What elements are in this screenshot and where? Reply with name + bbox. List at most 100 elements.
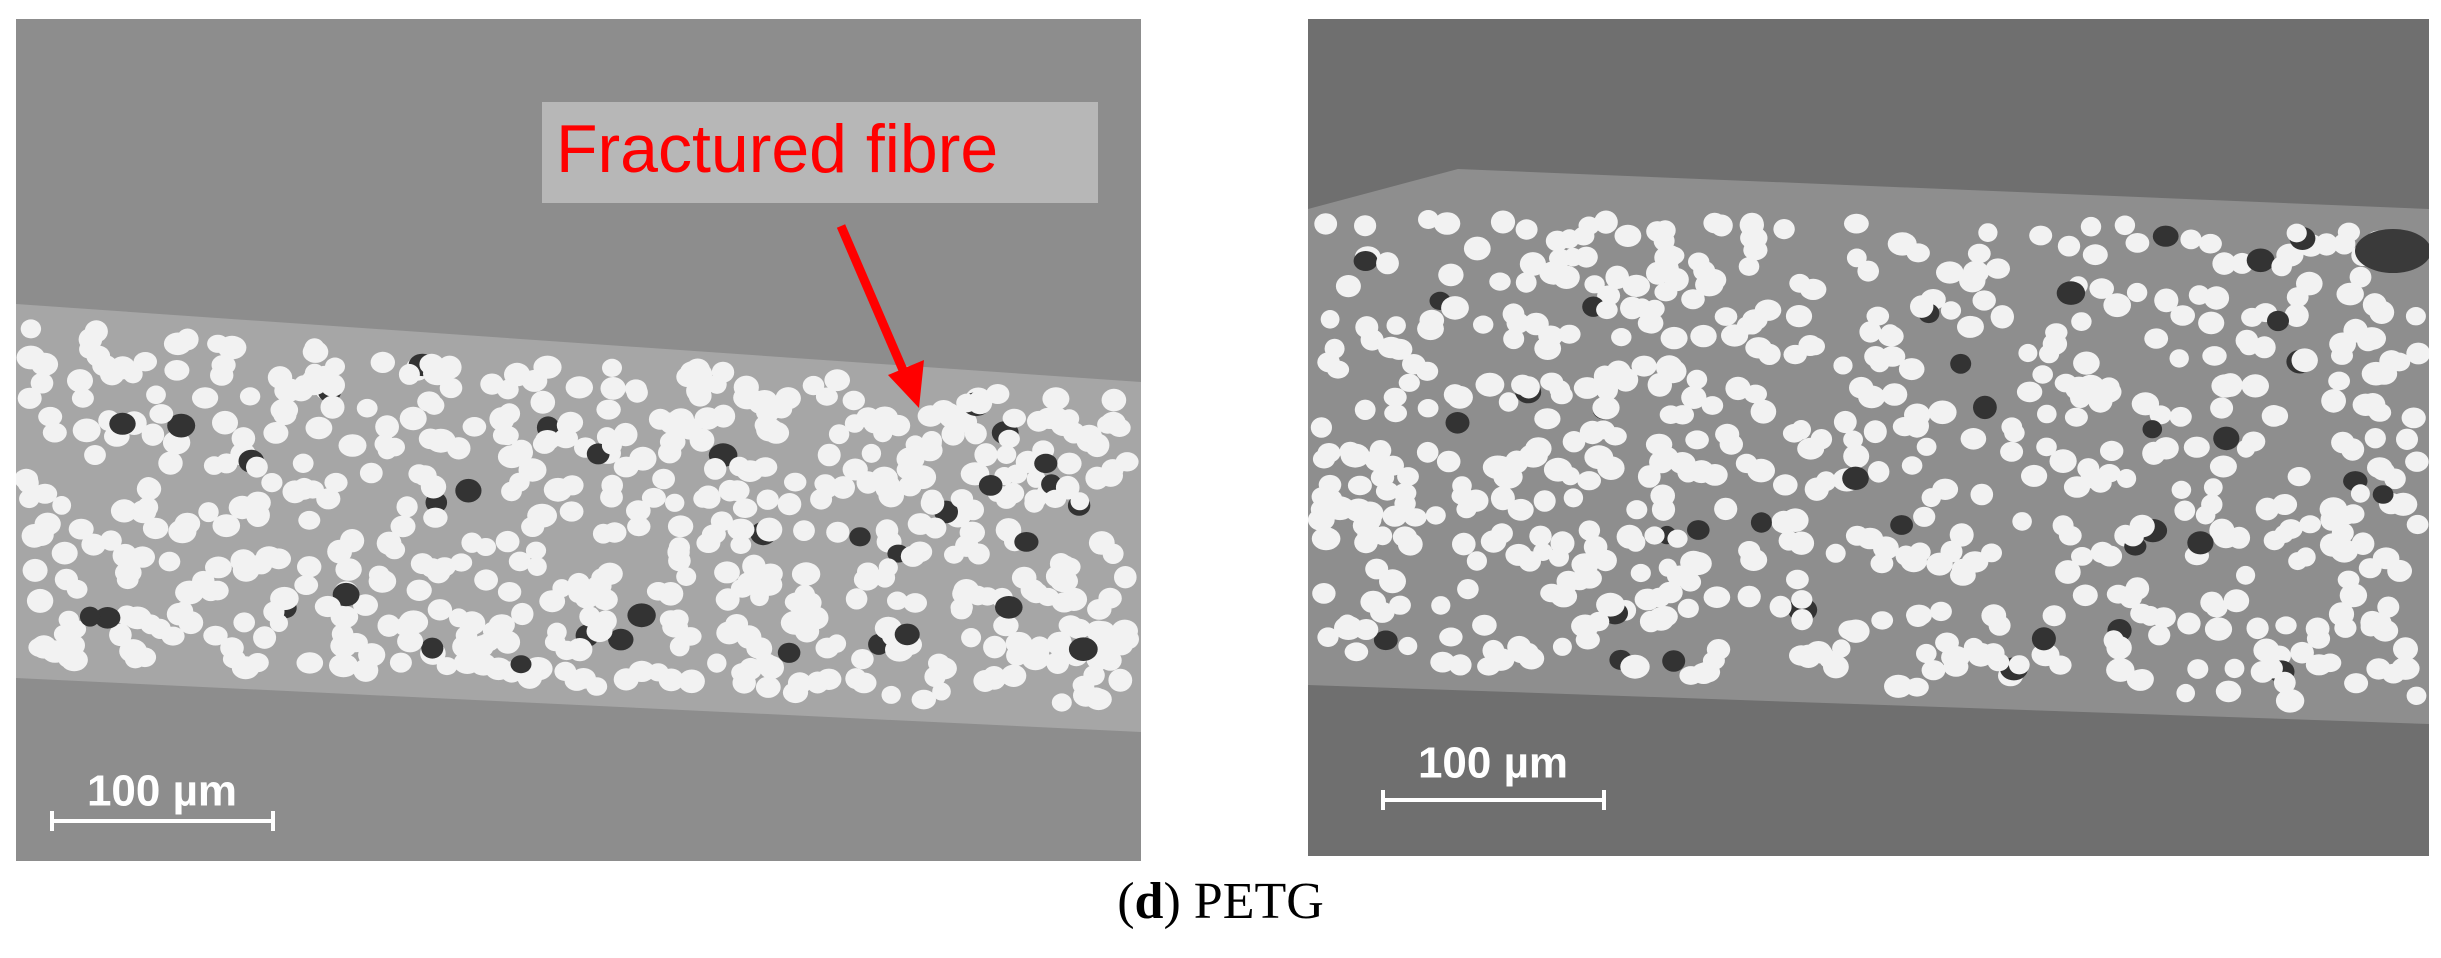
fibre: [1972, 290, 1996, 311]
fibre: [1960, 428, 1987, 450]
fibre: [2336, 282, 2364, 306]
fibre: [2290, 641, 2314, 664]
fibre: [1057, 452, 1082, 475]
fibre: [1441, 296, 1469, 320]
fibre: [1866, 306, 1890, 326]
fibre: [2337, 222, 2360, 242]
fibre: [492, 426, 514, 445]
fibre: [777, 493, 802, 516]
fibre: [1417, 399, 1439, 418]
fibre: [742, 554, 766, 578]
fibre: [1990, 305, 2014, 329]
fibre: [544, 633, 566, 652]
fibre: [1970, 483, 1994, 506]
fibre: [842, 390, 865, 411]
fibre: [2103, 293, 2131, 318]
fibre: [715, 589, 740, 610]
fibre: [1438, 263, 1464, 287]
fibre: [903, 593, 927, 613]
fibre: [1042, 387, 1070, 411]
fibre: [1439, 627, 1463, 647]
fibre: [292, 453, 314, 473]
fibre: [1683, 555, 1707, 575]
fibre: [525, 541, 547, 560]
fibre: [2315, 233, 2338, 256]
fibre: [2126, 282, 2148, 303]
fibre: [730, 535, 752, 555]
fibre: [1584, 275, 1605, 294]
fibre: [532, 434, 557, 454]
fibre: [993, 615, 1019, 637]
fibre: [1005, 464, 1028, 484]
fibre: [164, 360, 190, 381]
fibre: [510, 655, 532, 674]
fibre: [1647, 373, 1672, 397]
fibre: [1832, 639, 1851, 658]
fibre: [652, 468, 675, 490]
fibre: [845, 668, 867, 690]
fibre: [2253, 336, 2276, 359]
fibre: [1503, 328, 1525, 350]
fibre: [1690, 324, 1717, 348]
fibre: [1463, 236, 1491, 261]
fibre: [2224, 658, 2245, 679]
fibre: [2275, 689, 2305, 713]
fibre: [1311, 487, 1333, 507]
fibre: [920, 491, 945, 515]
fibre: [2203, 286, 2230, 310]
fibre: [1568, 571, 1591, 591]
fibre: [1910, 295, 1934, 318]
fibre: [130, 500, 157, 524]
fibre: [1482, 455, 1513, 480]
fibre: [1846, 248, 1867, 268]
fibre: [2016, 381, 2043, 403]
fibre: [58, 610, 79, 629]
fibre: [2129, 514, 2155, 538]
fibre: [482, 621, 506, 640]
fibre: [831, 476, 855, 499]
fibre: [1365, 558, 1389, 580]
fibre: [2377, 596, 2400, 618]
fibre: [2201, 494, 2223, 515]
fibre: [2071, 312, 2092, 331]
fibre: [1750, 399, 1777, 424]
fibre: [824, 369, 850, 392]
fibre: [1111, 619, 1138, 643]
fibre: [748, 391, 776, 415]
fibre: [1326, 360, 1350, 379]
fibre: [998, 429, 1020, 448]
fibre: [602, 358, 622, 377]
fibre: [71, 388, 94, 408]
fibre: [314, 595, 341, 618]
fibre: [1791, 609, 1813, 631]
fibre: [1648, 587, 1671, 608]
fibre: [1443, 384, 1466, 406]
fibre: [109, 412, 136, 435]
fibre: [1534, 336, 1562, 360]
fibre: [302, 340, 329, 363]
fibre: [423, 507, 448, 528]
arrow-head: [888, 360, 924, 408]
fibre: [1587, 611, 1610, 632]
fibre: [626, 500, 651, 522]
fibre: [875, 519, 899, 542]
fibre: [320, 395, 345, 419]
fibre: [1614, 224, 1642, 247]
fibre: [1507, 635, 1532, 659]
fibre: [1898, 358, 1925, 381]
fibre: [1108, 668, 1133, 692]
fibre: [1785, 305, 1813, 328]
caption-label: d: [1134, 873, 1164, 930]
fibre: [1416, 441, 1439, 463]
fibre: [246, 456, 268, 478]
fibre: [1034, 453, 1058, 474]
fibre: [2154, 288, 2179, 313]
fibre: [2267, 406, 2289, 426]
fibre: [2339, 583, 2368, 608]
fibre: [1072, 675, 1095, 695]
fibre: [845, 588, 868, 610]
fibre: [974, 443, 998, 467]
fibre: [370, 351, 395, 373]
fibre: [697, 485, 720, 505]
